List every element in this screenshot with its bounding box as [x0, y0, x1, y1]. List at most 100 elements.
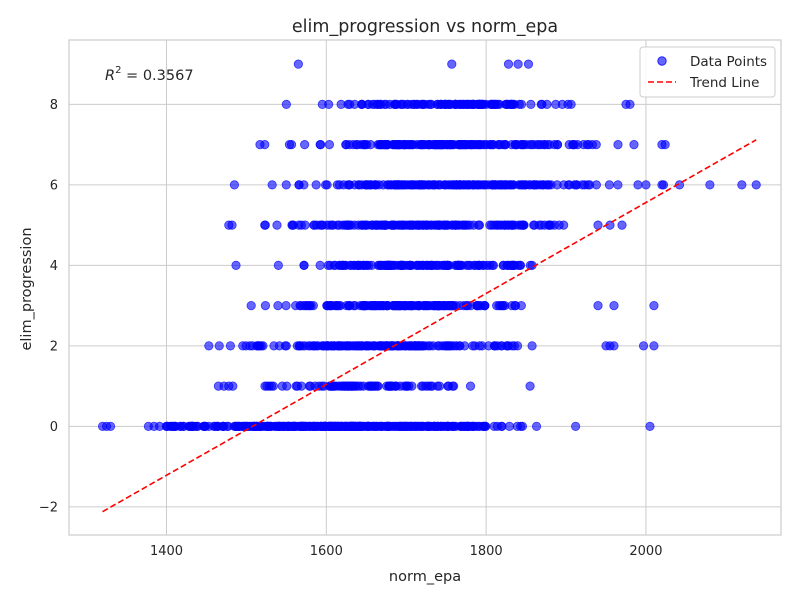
data-point: [447, 381, 458, 391]
data-point: [260, 140, 270, 150]
data-point: [188, 421, 198, 431]
data-point: [286, 140, 297, 150]
data-points: [97, 59, 761, 431]
data-point: [300, 421, 310, 431]
data-point: [267, 180, 277, 190]
data-point: [105, 421, 116, 431]
data-point: [638, 341, 649, 351]
data-point: [357, 180, 367, 190]
data-point: [566, 99, 576, 109]
data-point: [583, 180, 593, 190]
data-point: [465, 220, 475, 230]
x-axis-label: norm_epa: [389, 569, 461, 585]
data-point: [645, 421, 655, 431]
data-point: [568, 140, 578, 150]
data-point: [392, 99, 402, 109]
data-point: [281, 301, 291, 311]
data-point: [593, 301, 603, 311]
data-point: [392, 260, 402, 270]
data-point: [482, 260, 492, 270]
data-point: [549, 140, 559, 150]
data-point: [503, 59, 514, 69]
data-point: [457, 421, 468, 431]
data-point: [544, 220, 555, 230]
data-point: [268, 381, 278, 391]
data-point: [225, 341, 236, 351]
x-tick-label: 1800: [470, 544, 503, 559]
data-point: [507, 260, 517, 270]
data-point: [272, 220, 282, 230]
data-point: [368, 421, 378, 431]
data-point: [475, 421, 485, 431]
y-tick-label: −2: [39, 500, 58, 515]
data-point: [513, 59, 523, 69]
chart-title: elim_progression vs norm_epa: [292, 17, 558, 37]
data-point: [391, 140, 401, 150]
data-point: [274, 421, 284, 431]
data-point: [613, 140, 623, 150]
legend-label-data-points: Data Points: [690, 54, 767, 70]
data-point: [331, 421, 341, 431]
y-tick-label: 2: [50, 339, 58, 354]
data-point: [443, 140, 453, 150]
data-point: [441, 341, 452, 351]
data-point: [282, 421, 292, 431]
x-tick-label: 1600: [310, 544, 343, 559]
data-point: [304, 381, 315, 391]
data-point: [170, 421, 180, 431]
data-point: [490, 341, 500, 351]
data-point: [294, 180, 304, 190]
data-point: [343, 99, 353, 109]
data-point: [351, 140, 362, 150]
data-point: [452, 260, 463, 270]
data-point: [529, 220, 539, 230]
data-point: [400, 180, 410, 190]
data-point: [316, 421, 326, 431]
r-squared-value: = 0.3567: [121, 68, 193, 84]
data-point: [407, 381, 417, 391]
data-point: [358, 381, 369, 391]
data-point: [360, 140, 370, 150]
data-point: [317, 99, 327, 109]
data-point: [571, 421, 581, 431]
data-point: [351, 421, 361, 431]
data-point: [344, 220, 355, 230]
data-point: [512, 341, 523, 351]
data-point: [382, 341, 392, 351]
data-point: [486, 140, 496, 150]
trend-line: [102, 139, 757, 513]
data-point: [487, 180, 497, 190]
data-point: [324, 140, 335, 150]
data-point: [559, 220, 569, 230]
data-point: [414, 180, 424, 190]
data-point: [344, 180, 354, 190]
data-point: [466, 140, 476, 150]
data-point: [649, 341, 659, 351]
data-point: [465, 381, 476, 391]
data-point: [472, 301, 482, 311]
data-point: [531, 421, 542, 431]
data-point: [274, 341, 285, 351]
data-point: [385, 381, 396, 391]
data-point: [449, 341, 459, 351]
plot-frame: [68, 39, 782, 536]
data-point: [386, 220, 396, 230]
data-point: [705, 180, 715, 190]
data-point: [480, 301, 490, 311]
data-point: [489, 421, 499, 431]
data-point: [660, 140, 670, 150]
data-point: [218, 421, 228, 431]
data-point: [609, 341, 619, 351]
data-point: [299, 260, 309, 270]
data-point: [273, 260, 283, 270]
data-point: [304, 341, 314, 351]
data-point: [510, 140, 521, 150]
data-point: [649, 301, 659, 311]
data-point: [414, 341, 424, 351]
tick-labels: 1400 1600 1800 2000 −2 0 2 4 6 8: [39, 98, 663, 559]
data-point: [447, 59, 457, 69]
legend: Data Points Trend Line: [639, 46, 776, 98]
y-axis-label: elim_progression: [19, 227, 35, 350]
y-tick-label: 8: [50, 98, 58, 113]
